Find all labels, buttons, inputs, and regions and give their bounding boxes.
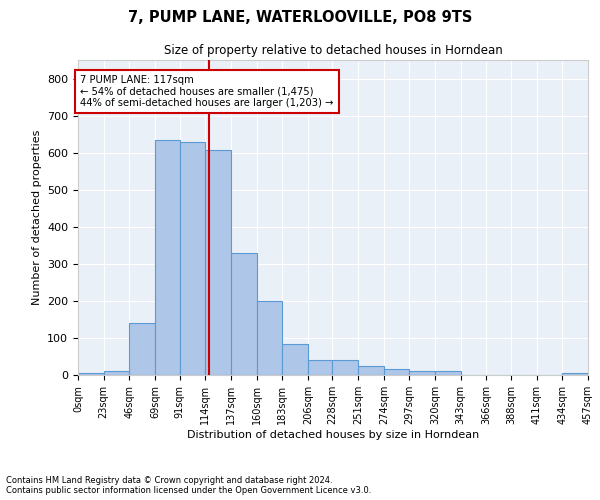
Text: 7 PUMP LANE: 117sqm
← 54% of detached houses are smaller (1,475)
44% of semi-det: 7 PUMP LANE: 117sqm ← 54% of detached ho…: [80, 75, 334, 108]
Bar: [155, 140, 179, 375]
Bar: [231, 252, 257, 375]
X-axis label: Distribution of detached houses by size in Horndean: Distribution of detached houses by size …: [187, 430, 479, 440]
Bar: [257, 301, 282, 375]
Bar: [562, 373, 588, 375]
Text: Contains HM Land Registry data © Crown copyright and database right 2024.
Contai: Contains HM Land Registry data © Crown c…: [6, 476, 371, 495]
Title: Size of property relative to detached houses in Horndean: Size of property relative to detached ho…: [164, 44, 502, 58]
Bar: [332, 360, 358, 375]
Bar: [78, 373, 104, 375]
Y-axis label: Number of detached properties: Number of detached properties: [32, 130, 41, 305]
Text: 7, PUMP LANE, WATERLOOVILLE, PO8 9TS: 7, PUMP LANE, WATERLOOVILLE, PO8 9TS: [128, 10, 472, 25]
Bar: [358, 366, 384, 375]
Bar: [308, 360, 332, 375]
Bar: [130, 323, 155, 375]
Bar: [205, 150, 231, 375]
Bar: [282, 344, 308, 375]
Bar: [384, 370, 409, 375]
Bar: [435, 372, 461, 375]
Bar: [409, 370, 435, 375]
Bar: [179, 142, 205, 375]
Bar: [104, 372, 130, 375]
